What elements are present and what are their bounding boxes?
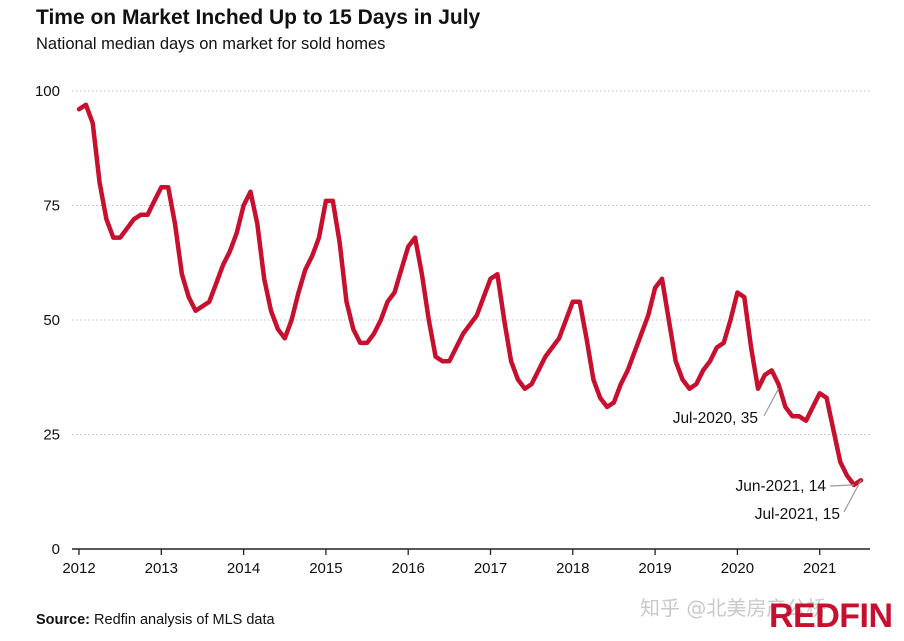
redfin-logo: REDFIN (769, 597, 893, 635)
x-tick-label-2013: 2013 (145, 560, 178, 577)
x-tick-label-2014: 2014 (227, 560, 260, 577)
source-note: Source: Redfin analysis of MLS data (36, 612, 275, 628)
watermark-text: 知乎 @北美房产公桥 (640, 596, 827, 620)
y-tick-label-25: 25 (43, 427, 60, 444)
y-tick-label-100: 100 (35, 83, 60, 100)
x-tick-label-2015: 2015 (309, 560, 342, 577)
series-line (76, 102, 864, 488)
annotation-leader-2 (843, 480, 862, 513)
annotation-label-2: Jul-2021, 15 (755, 506, 840, 523)
x-tick-label-2020: 2020 (721, 560, 754, 577)
x-tick-label-2018: 2018 (556, 560, 589, 577)
x-tick-label-2019: 2019 (638, 560, 671, 577)
annotation-leader-0 (763, 388, 780, 417)
x-tick-label-2016: 2016 (392, 560, 425, 577)
chart-title: Time on Market Inched Up to 15 Days in J… (36, 6, 481, 29)
y-tick-label-0: 0 (52, 541, 60, 558)
source-text: Redfin analysis of MLS data (94, 612, 275, 628)
annotation-label-0: Jul-2020, 35 (673, 410, 758, 427)
source-label: Source: (36, 612, 90, 628)
y-tick-label-50: 50 (43, 312, 60, 329)
annotation-leader-1 (829, 484, 855, 487)
chart-subtitle: National median days on market for sold … (36, 35, 386, 53)
x-tick-label-2021: 2021 (803, 560, 836, 577)
annotation-label-1: Jun-2021, 14 (736, 478, 827, 495)
x-tick-label-2012: 2012 (62, 560, 95, 577)
x-tick-label-2017: 2017 (474, 560, 507, 577)
y-tick-label-75: 75 (43, 198, 60, 215)
